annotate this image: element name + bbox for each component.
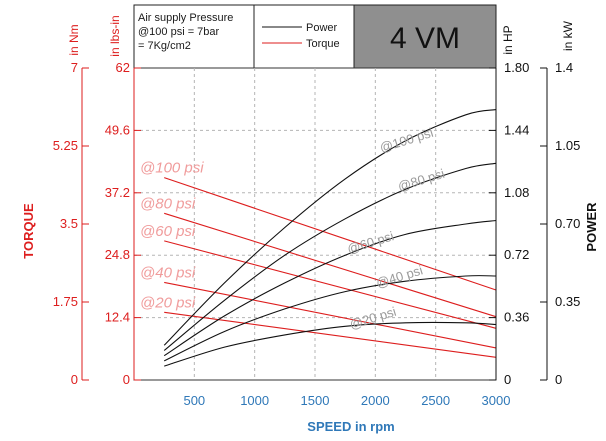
torque-nm-tick-label-3: 5.25	[53, 138, 78, 153]
power-hp-tick-label-0: 0	[504, 372, 511, 387]
power-hp-tick-label-2: 0.72	[504, 247, 529, 262]
torque-series-label-3: @40 psi	[140, 264, 196, 281]
pressure-note-frame	[133, 4, 255, 69]
power-kw-tick-label-2: 0.70	[555, 216, 580, 231]
torque-line-1	[164, 212, 497, 318]
torque-lbsin-tick-label-3: 37.2	[105, 185, 130, 200]
torque-lbsin-tick-label-5: 62	[116, 60, 130, 75]
power-hp-unit: in HP	[501, 25, 515, 54]
torque-lbsin-tick-label-0: 0	[123, 372, 130, 387]
power-line-4	[164, 321, 497, 367]
pressure-note-line-3: = 7Kg/cm2	[138, 40, 191, 52]
x-tick-label-0: 500	[183, 393, 205, 408]
legend-power-label: Power	[306, 22, 338, 34]
power-kw-tick-label-3: 1.05	[555, 138, 580, 153]
torque-series-label-0: @100 psi	[140, 160, 204, 177]
x-tick-label-5: 3000	[482, 393, 511, 408]
power-hp-tick-label-4: 1.44	[504, 122, 529, 137]
power-line-2	[163, 219, 497, 357]
torque-nm-tick-label-4: 7	[71, 60, 78, 75]
torque-line-3	[164, 281, 497, 349]
power-hp-tick-label-5: 1.80	[504, 60, 529, 75]
power-lines	[163, 109, 497, 367]
power-line-0	[163, 109, 497, 346]
legend-box: Air supply Pressure @100 psi = 7bar = 7K…	[133, 4, 497, 69]
power-hp-axis: in HP 0 0.36 0.72 1.08 1.44 1.80	[489, 25, 529, 387]
torque-series-labels: @100 psi @80 psi @60 psi @40 psi @20 psi	[140, 160, 204, 312]
legend-torque-label: Torque	[306, 38, 340, 50]
series-legend-frame	[253, 4, 355, 69]
power-axis-title: POWER	[584, 202, 599, 252]
power-kw-tick-label-4: 1.4	[555, 60, 573, 75]
x-axis-title: SPEED in rpm	[307, 419, 394, 434]
torque-line-0	[164, 177, 497, 291]
pressure-note-line-1: Air supply Pressure	[138, 12, 233, 24]
x-axis: 500 1000 1500 2000 2500 3000	[183, 393, 510, 408]
torque-series-label-1: @80 psi	[140, 195, 196, 212]
power-kw-axis: in kW 0 0.35 0.70 1.05 1.4	[540, 20, 580, 387]
torque-axis-title: TORQUE	[21, 203, 36, 259]
torque-nm-tick-label-2: 3.5	[60, 216, 78, 231]
x-tick-label-2: 1500	[301, 393, 330, 408]
pressure-note-line-2: @100 psi = 7bar	[138, 26, 220, 38]
power-kw-tick-label-0: 0	[555, 372, 562, 387]
torque-lbsin-axis: in lbs-in 0 12.4 24.8 37.2 49.6 62	[105, 15, 141, 387]
model-label: 4 VM	[390, 22, 460, 55]
x-tick-label-4: 2500	[421, 393, 450, 408]
torque-lbsin-tick-label-2: 24.8	[105, 247, 130, 262]
torque-line-4	[164, 311, 497, 358]
torque-lines	[164, 177, 497, 358]
power-line-1	[163, 162, 497, 351]
torque-lbsin-tick-label-4: 49.6	[105, 122, 130, 137]
x-tick-label-3: 2000	[361, 393, 390, 408]
power-hp-tick-label-1: 0.36	[504, 310, 529, 325]
torque-lbsin-tick-label-1: 12.4	[105, 310, 130, 325]
torque-lbsin-unit: in lbs-in	[108, 15, 122, 56]
torque-nm-tick-label-0: 0	[71, 372, 78, 387]
power-kw-tick-label-1: 0.35	[555, 294, 580, 309]
torque-nm-tick-label-1: 1.75	[53, 294, 78, 309]
torque-series-label-2: @60 psi	[140, 223, 196, 240]
torque-nm-unit: in Nm	[67, 24, 81, 55]
torque-line-2	[164, 240, 497, 329]
x-tick-label-1: 1000	[240, 393, 269, 408]
power-kw-unit: in kW	[561, 20, 575, 51]
grid	[134, 68, 496, 380]
model-box	[353, 4, 497, 69]
power-hp-tick-label-3: 1.08	[504, 185, 529, 200]
power-line-3	[163, 275, 497, 362]
torque-series-label-4: @20 psi	[140, 294, 196, 311]
torque-nm-axis: in Nm 0 1.75 3.5 5.25 7	[53, 24, 89, 387]
